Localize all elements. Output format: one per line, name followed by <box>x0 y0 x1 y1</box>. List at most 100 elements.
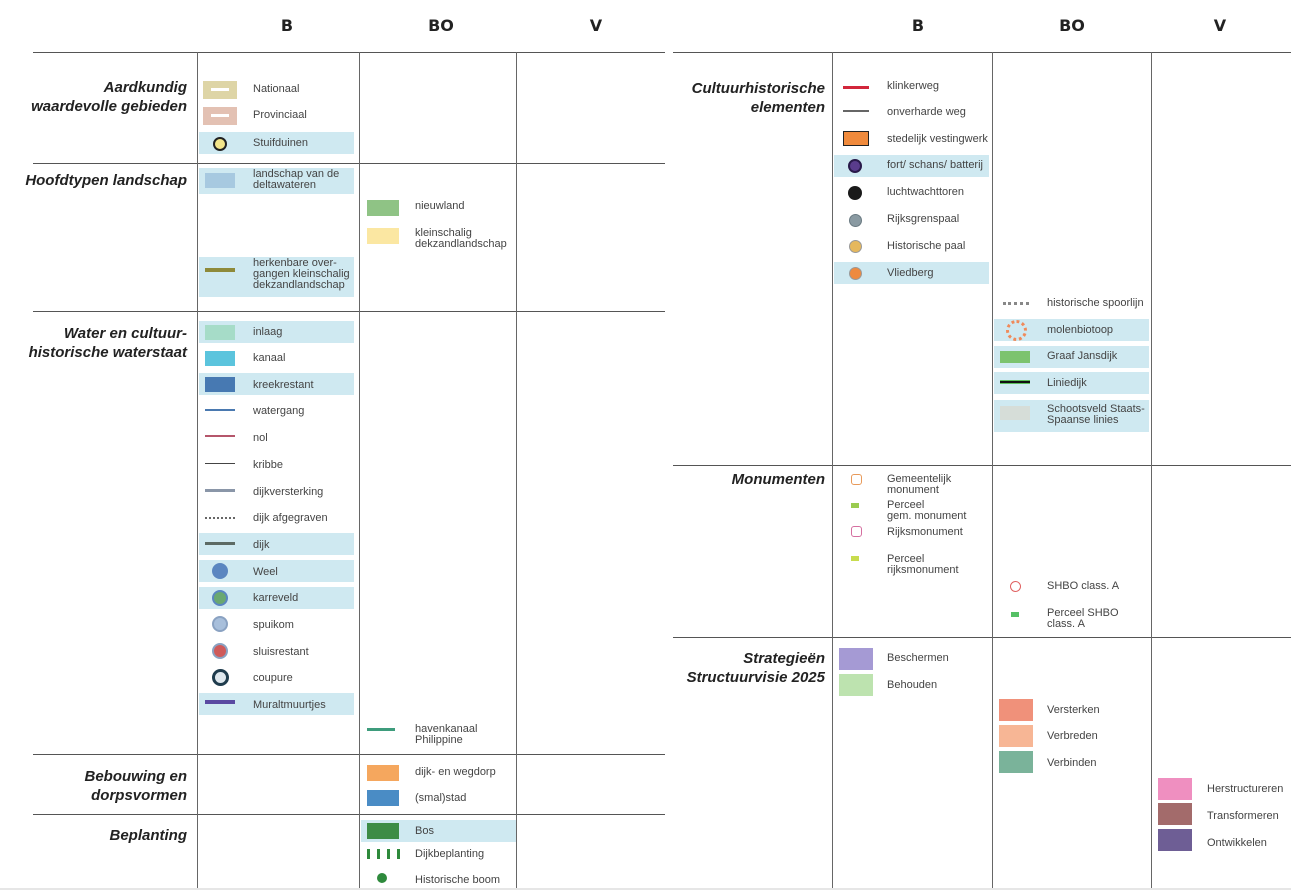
highlight <box>199 560 354 582</box>
karreveld-icon <box>212 590 228 606</box>
column-header-b-right: B <box>911 16 925 35</box>
legend-label: Provinciaal <box>253 109 307 121</box>
legend-label: Vliedberg <box>887 267 934 279</box>
muraltmuurtjes-line <box>205 700 235 704</box>
section-title-aardkundig: Aardkundig waardevolle gebieden <box>31 79 187 115</box>
column-divider <box>1151 52 1152 888</box>
legend-label: kleinschalig dekzandlandschap <box>415 227 507 250</box>
legend-label: dijk afgegraven <box>253 512 328 524</box>
rule <box>33 814 665 815</box>
nol-line <box>205 435 235 437</box>
section-title-beplanting: Beplanting <box>109 827 188 844</box>
rule <box>673 637 1291 638</box>
legend-label: Graaf Jansdijk <box>1047 350 1118 362</box>
legend-label: nieuwland <box>415 200 465 212</box>
rule <box>33 754 665 755</box>
legend-label: Muraltmuurtjes <box>253 699 326 711</box>
graaf-jansdijk-swatch <box>1000 351 1030 363</box>
legend-label: SHBO class. A <box>1047 580 1120 592</box>
inlaag-swatch <box>205 325 235 340</box>
page-bottom-edge <box>0 888 1291 890</box>
legend-label: karreveld <box>253 592 299 604</box>
legend-label: coupure <box>253 672 293 684</box>
rule <box>33 163 665 164</box>
section-title-cultuurhistorische: Cultuurhistorische elementen <box>691 80 825 116</box>
section-title-water: Water en cultuur- historische waterstaat <box>28 325 187 361</box>
schootsveld-swatch <box>1000 406 1030 420</box>
legend-label: Herstructureren <box>1207 783 1284 795</box>
coupure-icon <box>212 669 229 686</box>
spoorlijn-dashed-line <box>1003 302 1029 305</box>
highlight <box>199 373 354 395</box>
verbinden-swatch <box>999 751 1033 773</box>
legend-label: Ontwikkelen <box>1207 837 1267 849</box>
watergang-line <box>205 409 235 411</box>
legend-label: dijk- en wegdorp <box>415 766 496 778</box>
section-title-monumenten: Monumenten <box>731 471 825 488</box>
legend-label: Perceel rijksmonument <box>887 553 959 576</box>
legend-label: dijk <box>253 539 270 551</box>
column-header-bo-right: BO <box>1059 16 1085 35</box>
highlight <box>994 319 1149 341</box>
sluisrestant-icon <box>212 643 228 659</box>
legend-label: klinkerweg <box>887 80 939 92</box>
legend-label: dijkversterking <box>253 486 324 498</box>
smalstad-swatch <box>367 790 399 806</box>
dijk-line <box>205 542 235 545</box>
legend-label: fort/ schans/ batterij <box>887 159 983 171</box>
legend-label: luchtwachttoren <box>887 186 965 198</box>
liniedijk-line <box>1000 380 1030 384</box>
legend-label: spuikom <box>253 619 294 631</box>
highlight <box>199 321 354 343</box>
wegdorp-swatch <box>367 765 399 781</box>
highlight <box>834 155 989 177</box>
section-title-strategieen: Strategieën Structuurvisie 2025 <box>686 650 825 686</box>
verbreden-swatch <box>999 725 1033 747</box>
rule <box>33 311 665 312</box>
legend-label: Versterken <box>1047 704 1100 716</box>
legend-label: kanaal <box>253 352 286 364</box>
legend-label: stedelijk vestingwerk <box>887 133 988 145</box>
perceel-gem-monument-icon <box>851 503 859 508</box>
legend-label: Historische paal <box>887 240 966 252</box>
kanaal-swatch <box>205 351 235 366</box>
legend-label: Verbinden <box>1047 757 1097 769</box>
highlight <box>994 346 1149 368</box>
legend-label: Rijksgrenspaal <box>887 213 960 225</box>
dekzand-swatch <box>367 228 399 244</box>
column-header-b-left: B <box>280 16 294 35</box>
historische-boom-icon <box>377 873 387 883</box>
bos-swatch <box>367 823 399 839</box>
highlight <box>361 820 516 842</box>
column-header-bo-left: BO <box>428 16 454 35</box>
vestingwerk-swatch <box>843 131 869 146</box>
legend-label: Dijkbeplanting <box>415 848 485 860</box>
legend-label: Behouden <box>887 679 938 691</box>
legend-label: Schootsveld Staats- Spaanse linies <box>1047 403 1145 426</box>
legend-label: Verbreden <box>1047 730 1098 742</box>
highlight <box>199 587 354 609</box>
molenbiotoop-icon <box>1006 320 1027 341</box>
legend-label: inlaag <box>253 326 283 338</box>
legend-label: sluisrestant <box>253 646 309 658</box>
highlight <box>994 372 1149 394</box>
highlight <box>199 693 354 715</box>
spuikom-icon <box>212 616 228 632</box>
highlight <box>199 257 354 297</box>
overgangen-line <box>205 268 235 272</box>
luchtwachttoren-icon <box>848 186 862 200</box>
legend-label: havenkanaal Philippine <box>415 723 478 746</box>
perceel-shbo-icon <box>1011 612 1019 617</box>
versterken-swatch <box>999 699 1033 721</box>
onverharde-weg-line <box>843 110 869 112</box>
historische-paal-icon <box>849 240 862 253</box>
legend-label: watergang <box>253 405 305 417</box>
deltawateren-swatch <box>205 173 235 188</box>
legend-label: molenbiotoop <box>1047 324 1114 336</box>
fort-icon <box>848 159 862 173</box>
dijkversterking-line <box>205 489 235 492</box>
nationaal-symbol <box>203 81 237 99</box>
shbo-class-a-icon <box>1010 581 1021 592</box>
legend-label: Transformeren <box>1207 810 1279 822</box>
column-header-v-right: V <box>1213 16 1227 35</box>
